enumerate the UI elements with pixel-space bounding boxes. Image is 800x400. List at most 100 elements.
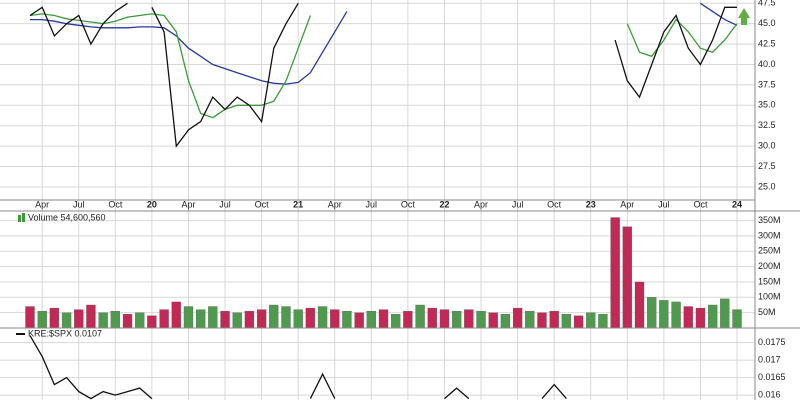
y-tick-label: 35.0 — [758, 100, 776, 110]
x-tick-label: Apr — [181, 199, 195, 209]
volume-bar — [208, 306, 218, 328]
y-tick-label: 27.5 — [758, 161, 776, 171]
volume-bar — [25, 306, 35, 328]
volume-bar — [525, 310, 535, 328]
line-series — [29, 13, 738, 119]
x-tick-label: Apr — [35, 199, 49, 209]
volume-bar — [573, 315, 584, 328]
volume-bar — [220, 310, 230, 328]
y-tick-label: 37.5 — [758, 79, 776, 89]
x-tick-label: Apr — [328, 199, 342, 209]
y-tick-label: 0.016 — [758, 389, 781, 399]
volume-bar — [683, 306, 693, 328]
x-tick-label: Jul — [73, 199, 85, 209]
volume-bar — [598, 314, 608, 328]
line-series — [29, 2, 737, 148]
volume-bar — [110, 310, 120, 328]
y-tick-label: 47.5 — [758, 0, 776, 8]
y-tick-label: 32.5 — [758, 120, 776, 130]
volume-bar — [427, 307, 437, 328]
volume-bar — [196, 309, 206, 328]
volume-bar — [171, 301, 181, 328]
volume-bar — [586, 312, 596, 328]
x-tick-label: Oct — [401, 199, 416, 209]
volume-bar — [549, 310, 559, 328]
volume-bar — [488, 312, 498, 328]
volume-bar — [512, 307, 523, 328]
volume-bar — [659, 300, 669, 328]
volume-bar — [622, 226, 632, 328]
x-tick-label: Jul — [658, 199, 670, 209]
volume-bar — [695, 307, 706, 328]
y-tick-label: 200M — [758, 261, 781, 271]
volume-bar — [74, 309, 84, 328]
y-tick-label: 350M — [758, 215, 781, 225]
volume-bar — [98, 312, 108, 328]
y-tick-label: 40.0 — [758, 59, 776, 69]
x-tick-label: Oct — [108, 199, 123, 209]
x-tick-label: Apr — [474, 199, 488, 209]
x-tick-label: Apr — [620, 199, 634, 209]
volume-bar — [232, 312, 242, 328]
volume-bar — [366, 310, 376, 328]
volume-bar — [342, 310, 352, 328]
volume-bar — [37, 310, 47, 328]
volume-bar — [256, 309, 267, 328]
volume-bar — [707, 304, 718, 328]
y-tick-label: 0.0165 — [758, 372, 786, 382]
volume-bar — [330, 309, 340, 328]
volume-label: Volume 54,600,560 — [28, 212, 106, 222]
volume-bar — [244, 310, 255, 328]
x-tick-label: Jul — [512, 199, 524, 209]
volume-bar — [378, 309, 389, 328]
volume-bar — [647, 297, 657, 328]
volume-bar — [183, 306, 194, 328]
y-tick-label: 25.0 — [758, 181, 776, 191]
volume-icon — [22, 213, 25, 222]
volume-bar — [305, 307, 316, 328]
volume-bar — [159, 309, 169, 328]
volume-bar — [732, 309, 742, 328]
y-tick-label: 0.017 — [758, 354, 781, 364]
x-tick-label: 24 — [732, 199, 742, 209]
x-tick-label: 20 — [147, 199, 157, 209]
y-tick-label: 30.0 — [758, 140, 776, 150]
y-tick-label: 42.5 — [758, 38, 776, 48]
x-tick-label: 23 — [586, 199, 596, 209]
volume-bar — [500, 314, 511, 328]
volume-bar — [391, 314, 401, 328]
volume-bar — [610, 217, 620, 328]
x-tick-label: Oct — [255, 199, 270, 209]
y-tick-label: 150M — [758, 276, 781, 286]
volume-bar — [354, 312, 364, 328]
volume-icon — [18, 215, 21, 222]
volume-bar — [135, 312, 145, 328]
y-tick-label: 0.0175 — [758, 337, 786, 347]
volume-bar — [403, 310, 413, 328]
marks — [25, 2, 742, 400]
volume-bar — [122, 314, 133, 328]
volume-bar — [415, 304, 425, 328]
volume-bar — [671, 301, 681, 328]
panel-marks — [29, 335, 567, 400]
x-tick-label: Oct — [693, 199, 708, 209]
volume-bar — [451, 310, 462, 328]
x-tick-label: Oct — [547, 199, 562, 209]
x-tick-label: 21 — [293, 199, 303, 209]
volume-bar — [269, 304, 279, 328]
y-tick-label: 50M — [758, 307, 776, 317]
volume-bar — [476, 310, 486, 328]
arrow-icon — [738, 8, 750, 25]
y-tick-label: 45.0 — [758, 18, 776, 28]
volume-bar — [464, 309, 474, 328]
volume-bar — [439, 309, 450, 328]
volume-bar — [720, 298, 730, 328]
line-series — [29, 335, 567, 400]
panel-marks — [29, 2, 738, 148]
volume-bar — [537, 312, 547, 328]
y-tick-label: 300M — [758, 230, 781, 240]
volume-bar — [293, 309, 303, 328]
x-tick-label: Jul — [219, 199, 231, 209]
